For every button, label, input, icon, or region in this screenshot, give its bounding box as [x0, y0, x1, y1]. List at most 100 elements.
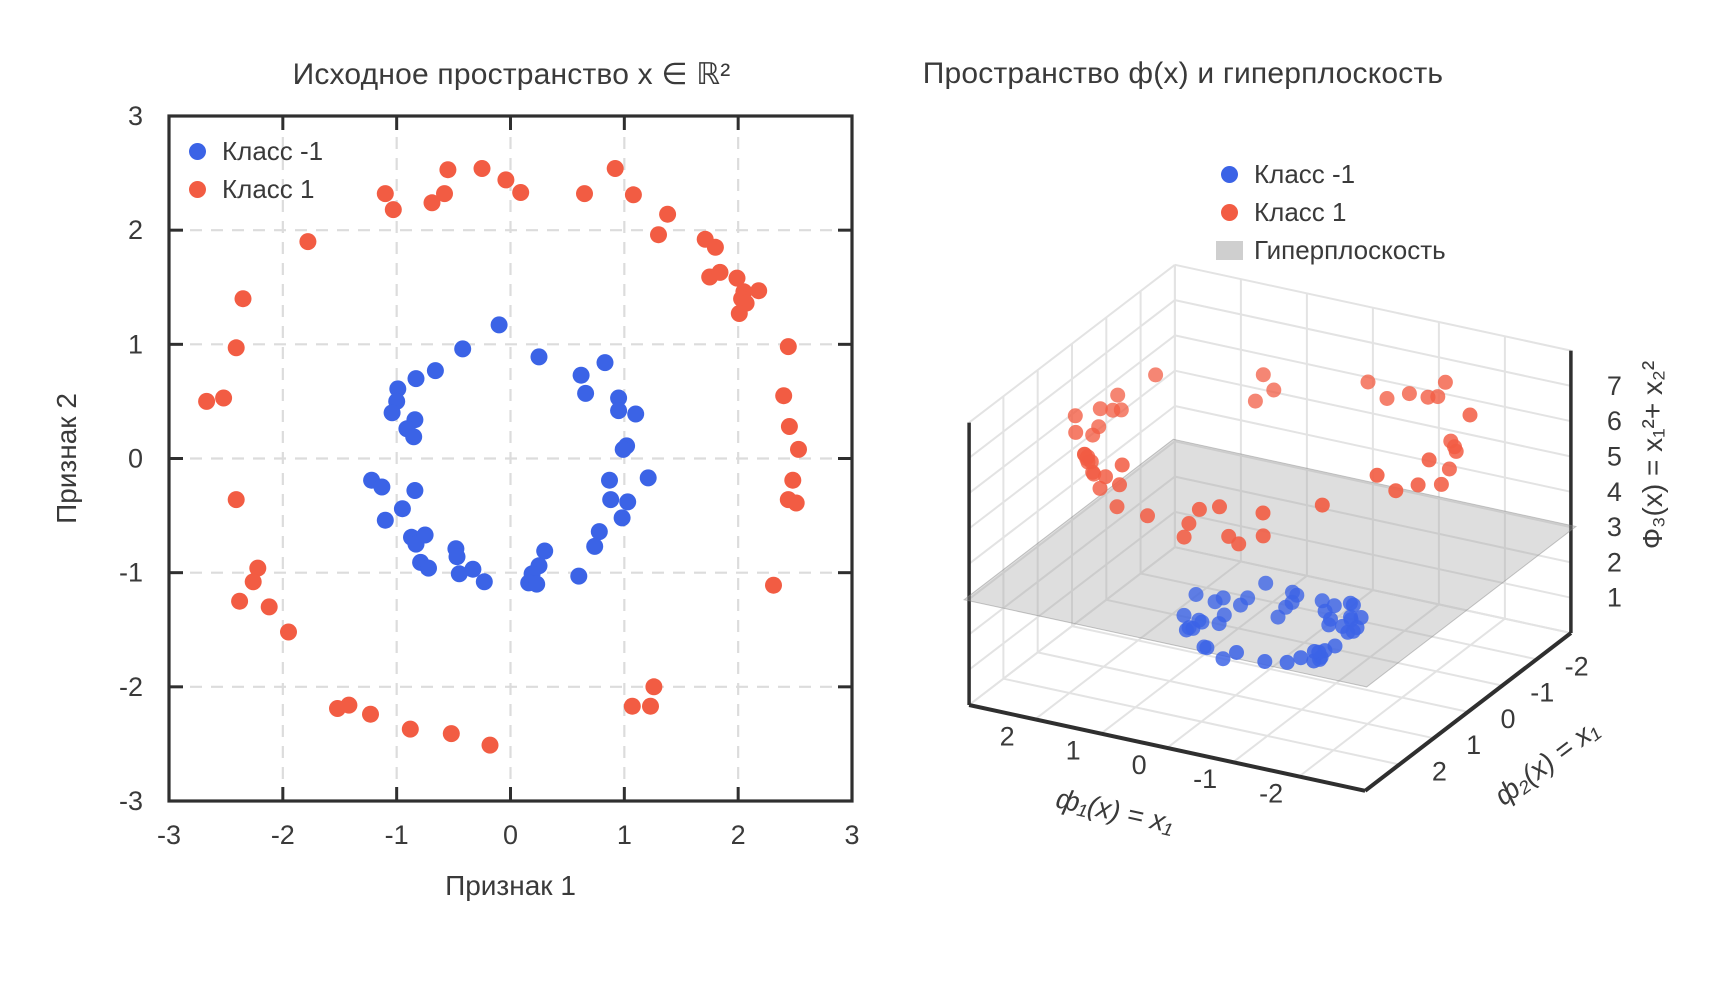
- point-3d-class-pos1: [1191, 501, 1207, 517]
- point-3d-class-pos1: [1231, 536, 1247, 552]
- frame-2d: [167, 114, 854, 803]
- point-3d-class-pos1: [1105, 402, 1121, 418]
- legend-2d: Класс -1 Класс 1: [182, 132, 323, 208]
- point-3d-class-pos1: [1401, 386, 1417, 402]
- point-3d-class-pos1: [1092, 480, 1108, 496]
- class-pos1-dot-icon: [1220, 203, 1238, 221]
- svg-text:Признак 2: Признак 2: [51, 393, 82, 524]
- point-3d-class-pos1: [1437, 374, 1453, 390]
- svg-text:3: 3: [1607, 512, 1622, 542]
- legend-label: Класс -1: [1254, 158, 1356, 189]
- legend-item-class-neg1: Класс -1: [182, 132, 323, 170]
- legend-item-class-neg1: Класс -1: [1214, 155, 1446, 193]
- scatter-2d-class-neg1: [363, 316, 657, 593]
- legend-item-class-pos1: Класс 1: [182, 170, 323, 208]
- legend-label: Класс -1: [222, 135, 324, 166]
- svg-text:0: 0: [128, 444, 143, 474]
- legend-item-class-pos1: Класс 1: [1214, 193, 1446, 231]
- point-3d-class-pos1: [1112, 477, 1127, 493]
- point-3d-class-pos1: [1369, 467, 1385, 483]
- point-3d-class-pos1: [1110, 387, 1126, 403]
- box-edges-3d: [967, 350, 1573, 793]
- point-3d-class-neg1: [1345, 597, 1361, 613]
- point-3d-class-pos1: [1083, 454, 1099, 470]
- svg-text:-2: -2: [1259, 779, 1283, 809]
- point-3d-class-neg1: [1293, 650, 1309, 666]
- point-3d-class-pos1: [1255, 528, 1271, 544]
- point-3d-class-neg1: [1178, 622, 1194, 638]
- legend-item-hyperplane: Гиперплоскость: [1214, 231, 1446, 269]
- point-3d-class-pos1: [1109, 499, 1125, 515]
- point-3d-class-neg1: [1196, 639, 1212, 655]
- point-3d-class-pos1: [1255, 367, 1271, 383]
- point-3d-class-neg1: [1229, 645, 1244, 660]
- point-3d-class-pos1: [1430, 389, 1446, 405]
- svg-text:2: 2: [128, 215, 143, 245]
- point-3d-class-pos1: [1379, 391, 1395, 406]
- svg-text:7: 7: [1607, 371, 1622, 401]
- svg-text:6: 6: [1607, 406, 1622, 436]
- point-3d-class-neg1: [1211, 616, 1227, 632]
- point-3d-class-pos1: [1212, 499, 1227, 515]
- point-3d-class-neg1: [1349, 620, 1365, 636]
- point-3d-class-pos1: [1098, 469, 1113, 485]
- point-3d-class-pos1: [1255, 505, 1271, 521]
- point-3d-class-pos1: [1410, 477, 1426, 493]
- svg-text:1: 1: [617, 820, 632, 850]
- point-3d-class-pos1: [1314, 497, 1330, 513]
- legend-marker-box: [1214, 203, 1244, 221]
- point-3d-class-pos1: [1448, 443, 1464, 459]
- point-3d-class-neg1: [1215, 651, 1231, 667]
- class-neg1-dot-icon: [1220, 165, 1238, 183]
- x-tick-labels-3d: 2 1 0 -1 -2: [1000, 721, 1284, 808]
- point-3d-class-neg1: [1258, 575, 1274, 591]
- svg-text:3: 3: [128, 101, 143, 131]
- point-3d-class-pos1: [1462, 407, 1478, 423]
- point-3d-class-pos1: [1114, 457, 1130, 473]
- point-3d-class-neg1: [1321, 617, 1337, 633]
- svg-text:0: 0: [1500, 704, 1515, 734]
- point-3d-class-pos1: [1433, 476, 1449, 492]
- legend-marker-box: [182, 142, 212, 160]
- point-3d-class-pos1: [1176, 529, 1192, 545]
- point-3d-class-neg1: [1257, 654, 1273, 669]
- point-3d-class-pos1: [1441, 461, 1457, 477]
- scatter-2d-class-pos1: [198, 160, 807, 754]
- svg-text:1: 1: [1066, 736, 1081, 766]
- point-3d-class-pos1: [1421, 452, 1437, 468]
- point-3d-class-neg1: [1306, 644, 1322, 659]
- svg-text:Ф₃(x) = x₁²+ x₂²: Ф₃(x) = x₁²+ x₂²: [1637, 361, 1668, 549]
- svg-text:-2: -2: [271, 820, 295, 850]
- svg-text:Признак 1: Признак 1: [445, 870, 576, 901]
- svg-text:4: 4: [1607, 477, 1622, 507]
- point-3d-class-neg1: [1207, 594, 1223, 610]
- svg-text:-3: -3: [119, 786, 143, 816]
- svg-text:ф₁(x) = x₁: ф₁(x) = x₁: [1053, 783, 1177, 839]
- point-3d-class-pos1: [1092, 401, 1108, 417]
- svg-text:-2: -2: [1565, 651, 1589, 681]
- svg-text:2: 2: [1000, 721, 1015, 751]
- svg-text:2: 2: [1607, 547, 1622, 577]
- point-3d-class-pos1: [1067, 408, 1083, 424]
- svg-text:1: 1: [1607, 583, 1622, 613]
- point-3d-class-neg1: [1233, 597, 1248, 613]
- svg-text:1: 1: [128, 329, 143, 359]
- class-pos1-dot-icon: [188, 180, 206, 198]
- y-tick-labels-3d: 210 -1 -2: [1432, 651, 1589, 786]
- svg-text:2: 2: [731, 820, 746, 850]
- svg-text:3: 3: [844, 820, 859, 850]
- hyperplane-3d: [962, 438, 1578, 688]
- point-3d-class-neg1: [1188, 587, 1204, 602]
- point-3d-class-pos1: [1266, 382, 1282, 398]
- svg-text:1: 1: [1466, 730, 1481, 760]
- point-3d-class-pos1: [1247, 393, 1263, 409]
- point-3d-class-pos1: [1068, 424, 1084, 440]
- point-3d-class-pos1: [1360, 374, 1376, 390]
- point-3d-class-neg1: [1326, 598, 1342, 614]
- point-3d-class-pos1: [1148, 367, 1164, 383]
- svg-text:0: 0: [503, 820, 518, 850]
- svg-text:0: 0: [1132, 750, 1147, 780]
- legend-marker-box: [1214, 165, 1244, 183]
